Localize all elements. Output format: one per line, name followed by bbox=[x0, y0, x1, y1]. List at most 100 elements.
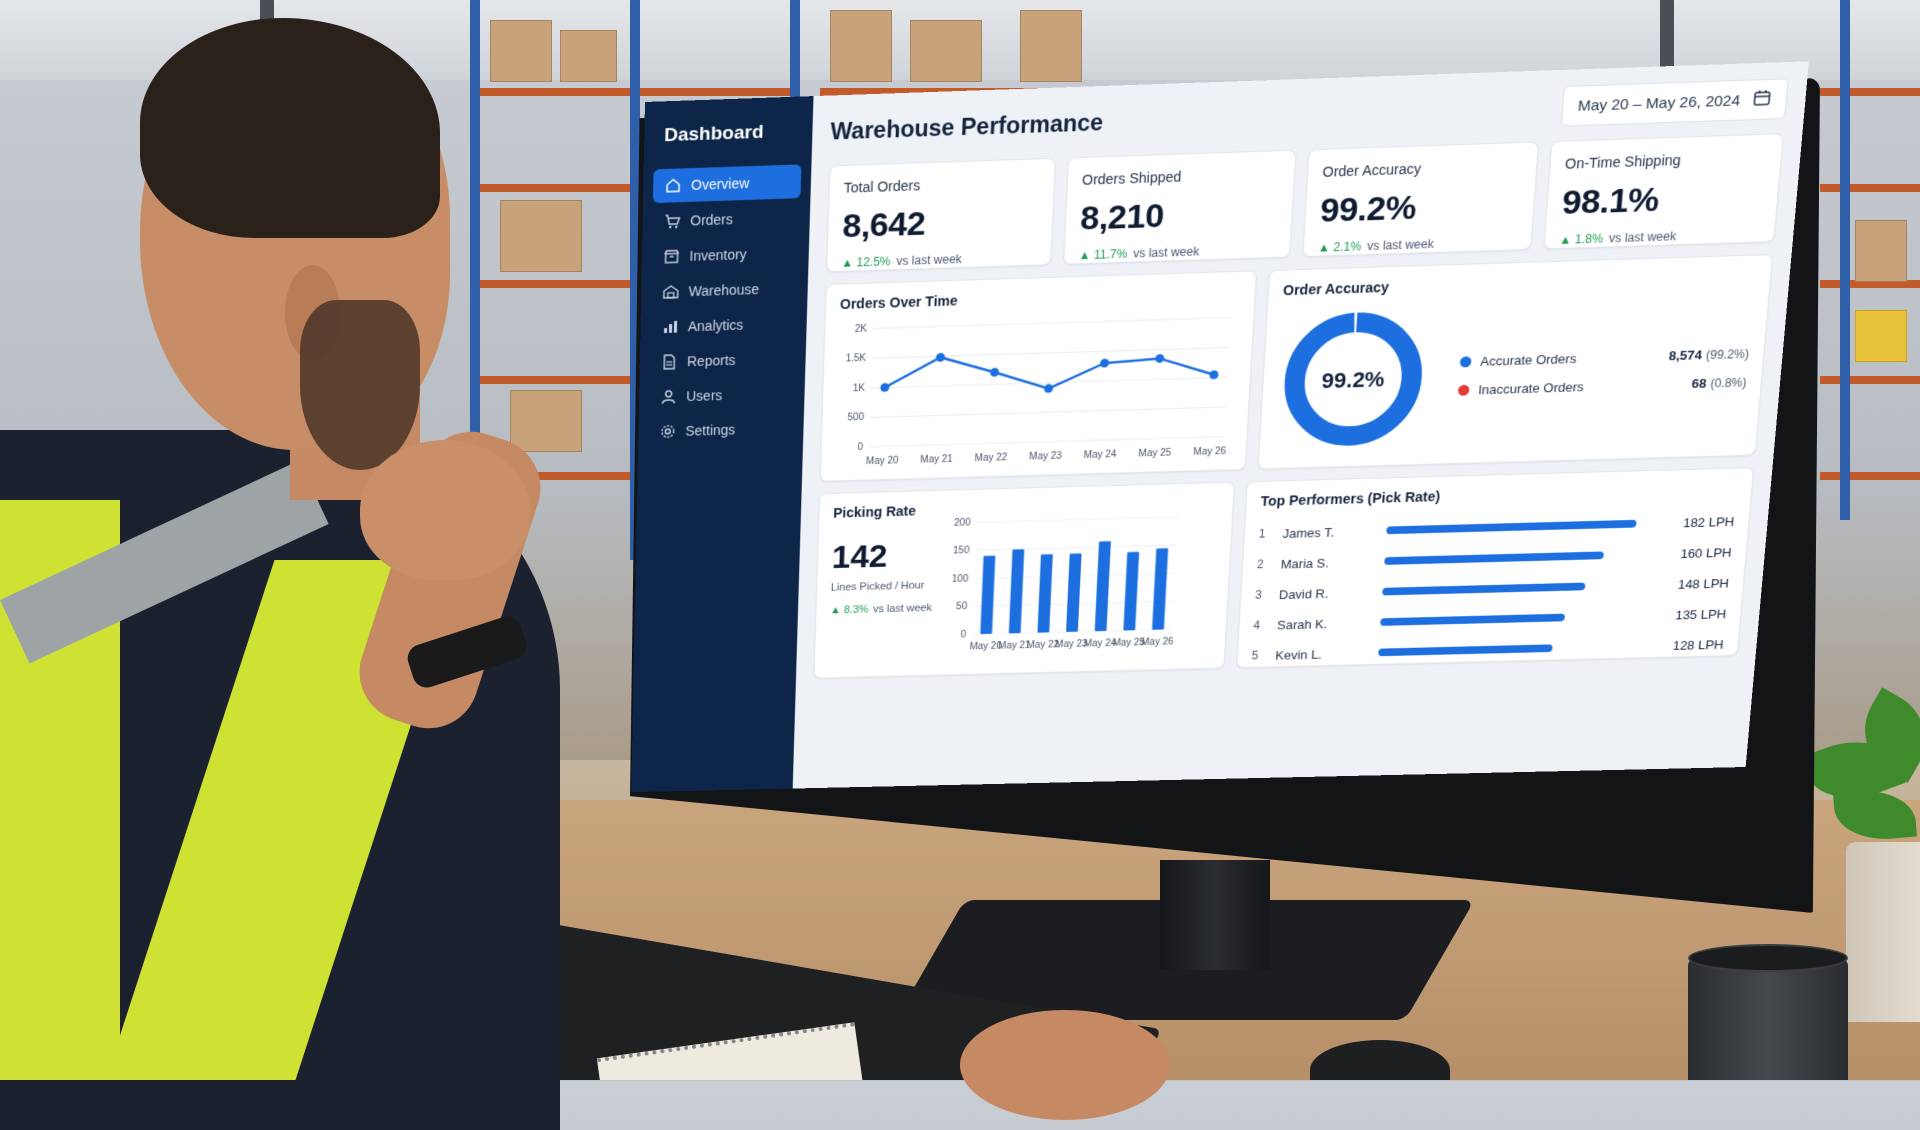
performer-value: 182 LPH bbox=[1663, 514, 1735, 530]
legend-percent: (0.8%) bbox=[1710, 375, 1747, 390]
kpi-label: Total Orders bbox=[843, 173, 1040, 195]
performer-rank: 1 bbox=[1258, 526, 1283, 540]
trend-up-icon: ▲ 11.7% bbox=[1078, 247, 1127, 262]
grid-line bbox=[869, 437, 1225, 447]
sidebar-item-settings[interactable]: Settings bbox=[648, 411, 794, 448]
bar bbox=[1095, 541, 1111, 631]
sidebar-item-label: Analytics bbox=[688, 317, 744, 334]
user-icon bbox=[661, 389, 677, 405]
donut-center-label: 99.2% bbox=[1321, 367, 1385, 393]
x-tick-label: May 23 bbox=[1029, 451, 1062, 463]
performer-name: David R. bbox=[1279, 584, 1383, 601]
storage-rack-right bbox=[1820, 0, 1920, 520]
data-point bbox=[990, 368, 999, 377]
x-tick-label: May 25 bbox=[1138, 448, 1172, 460]
main-content: Warehouse Performance May 20 – May 26, 2… bbox=[793, 61, 1809, 788]
kpi-value: 8,210 bbox=[1079, 193, 1278, 238]
sidebar-item-analytics[interactable]: Analytics bbox=[650, 306, 797, 344]
trend-up-icon: ▲ 8.3% bbox=[830, 604, 868, 616]
sidebar-item-overview[interactable]: Overview bbox=[653, 164, 802, 203]
file-icon bbox=[661, 354, 677, 370]
kpi-delta: ▲ 2.1%vs last week bbox=[1318, 234, 1517, 254]
x-tick-label: May 22 bbox=[975, 452, 1008, 464]
picking-rate-value: 142 bbox=[831, 537, 940, 577]
kpi-delta: ▲ 1.8%vs last week bbox=[1559, 227, 1760, 247]
legend-count: 8,574 bbox=[1668, 347, 1702, 363]
calendar-icon bbox=[1752, 88, 1773, 111]
performer-rank: 4 bbox=[1253, 618, 1278, 632]
bar bbox=[1037, 554, 1052, 633]
x-tick-label: May 21 bbox=[920, 454, 953, 466]
kpi-label: Orders Shipped bbox=[1082, 165, 1281, 188]
y-tick-label: 2K bbox=[855, 324, 868, 335]
performer-bar bbox=[1384, 551, 1604, 564]
sidebar-item-warehouse[interactable]: Warehouse bbox=[651, 271, 799, 309]
plant-pot bbox=[1846, 842, 1920, 1022]
legend-dot bbox=[1458, 385, 1470, 396]
performer-bar-track bbox=[1378, 642, 1638, 656]
kpi-value: 99.2% bbox=[1319, 185, 1521, 230]
accuracy-donut-chart: 99.2% bbox=[1273, 303, 1433, 454]
performer-name: James T. bbox=[1282, 523, 1387, 540]
grid-line bbox=[976, 517, 1178, 523]
legend-label: Inaccurate Orders bbox=[1478, 376, 1692, 397]
sidebar-item-label: Orders bbox=[690, 211, 733, 228]
y-tick-label: 1.5K bbox=[845, 354, 866, 365]
donut-wrap: 99.2% Accurate Orders 8,574 (99.2%) Inac… bbox=[1273, 293, 1754, 454]
performer-rank: 2 bbox=[1257, 557, 1282, 571]
performer-bar-track bbox=[1386, 519, 1648, 534]
kpi-card-on-time-shipping: On-Time Shipping 98.1% ▲ 1.8%vs last wee… bbox=[1543, 133, 1783, 249]
sidebar-item-orders[interactable]: Orders bbox=[652, 200, 800, 238]
sidebar-item-users[interactable]: Users bbox=[649, 377, 796, 414]
picking-rate-unit: Lines Picked / Hour bbox=[831, 579, 939, 593]
kpi-delta: ▲ 12.5%vs last week bbox=[841, 250, 1037, 270]
legend-item-accurate: Accurate Orders 8,574 (99.2%) bbox=[1460, 346, 1750, 369]
legend-item-inaccurate: Inaccurate Orders 68 (0.8%) bbox=[1458, 375, 1748, 398]
performer-bar bbox=[1382, 583, 1585, 596]
date-range-label: May 20 – May 26, 2024 bbox=[1577, 92, 1741, 115]
sidebar: Dashboard Overview Orders Inventory Ware… bbox=[631, 96, 813, 792]
beard bbox=[300, 300, 420, 470]
data-point bbox=[1100, 359, 1109, 368]
x-tick-label: May 24 bbox=[1084, 449, 1118, 461]
panel-title: Order Accuracy bbox=[1283, 268, 1757, 299]
data-point bbox=[1155, 354, 1164, 363]
grid-line bbox=[873, 317, 1231, 328]
grid-line bbox=[870, 407, 1226, 417]
bar bbox=[980, 556, 995, 635]
y-tick-label: 0 bbox=[960, 630, 966, 641]
x-tick-label: May 20 bbox=[866, 456, 899, 467]
monitor-stand bbox=[1160, 860, 1270, 970]
order-accuracy-panel: Order Accuracy 99.2% Accurate Orders 8,5… bbox=[1258, 254, 1774, 469]
cart-icon bbox=[664, 213, 680, 229]
performer-value: 160 LPH bbox=[1660, 545, 1732, 561]
performer-value: 148 LPH bbox=[1658, 575, 1730, 591]
performer-name: Maria S. bbox=[1280, 554, 1384, 571]
legend-percent: (99.2%) bbox=[1706, 346, 1750, 361]
bar bbox=[1009, 549, 1024, 633]
sidebar-title: Dashboard bbox=[644, 114, 813, 168]
performer-bar bbox=[1378, 644, 1553, 656]
sidebar-item-reports[interactable]: Reports bbox=[649, 342, 796, 379]
data-point bbox=[936, 353, 945, 362]
sidebar-item-label: Settings bbox=[685, 422, 735, 439]
legend-label: Accurate Orders bbox=[1480, 348, 1670, 368]
kpi-card-total-orders: Total Orders 8,642 ▲ 12.5%vs last week bbox=[826, 158, 1056, 272]
performer-bar bbox=[1380, 614, 1565, 626]
sidebar-item-inventory[interactable]: Inventory bbox=[651, 236, 799, 274]
y-tick-label: 200 bbox=[954, 518, 971, 529]
kpi-value: 8,642 bbox=[842, 201, 1039, 246]
hand-on-mouse bbox=[960, 1010, 1170, 1120]
y-tick-label: 1K bbox=[853, 383, 866, 394]
y-tick-label: 50 bbox=[956, 602, 968, 613]
date-range-picker[interactable]: May 20 – May 26, 2024 bbox=[1561, 78, 1789, 126]
page-title: Warehouse Performance bbox=[830, 109, 1104, 145]
kpi-value: 98.1% bbox=[1561, 177, 1765, 223]
performer-value: 128 LPH bbox=[1653, 637, 1724, 653]
kpi-cards: Total Orders 8,642 ▲ 12.5%vs last week O… bbox=[826, 133, 1784, 272]
